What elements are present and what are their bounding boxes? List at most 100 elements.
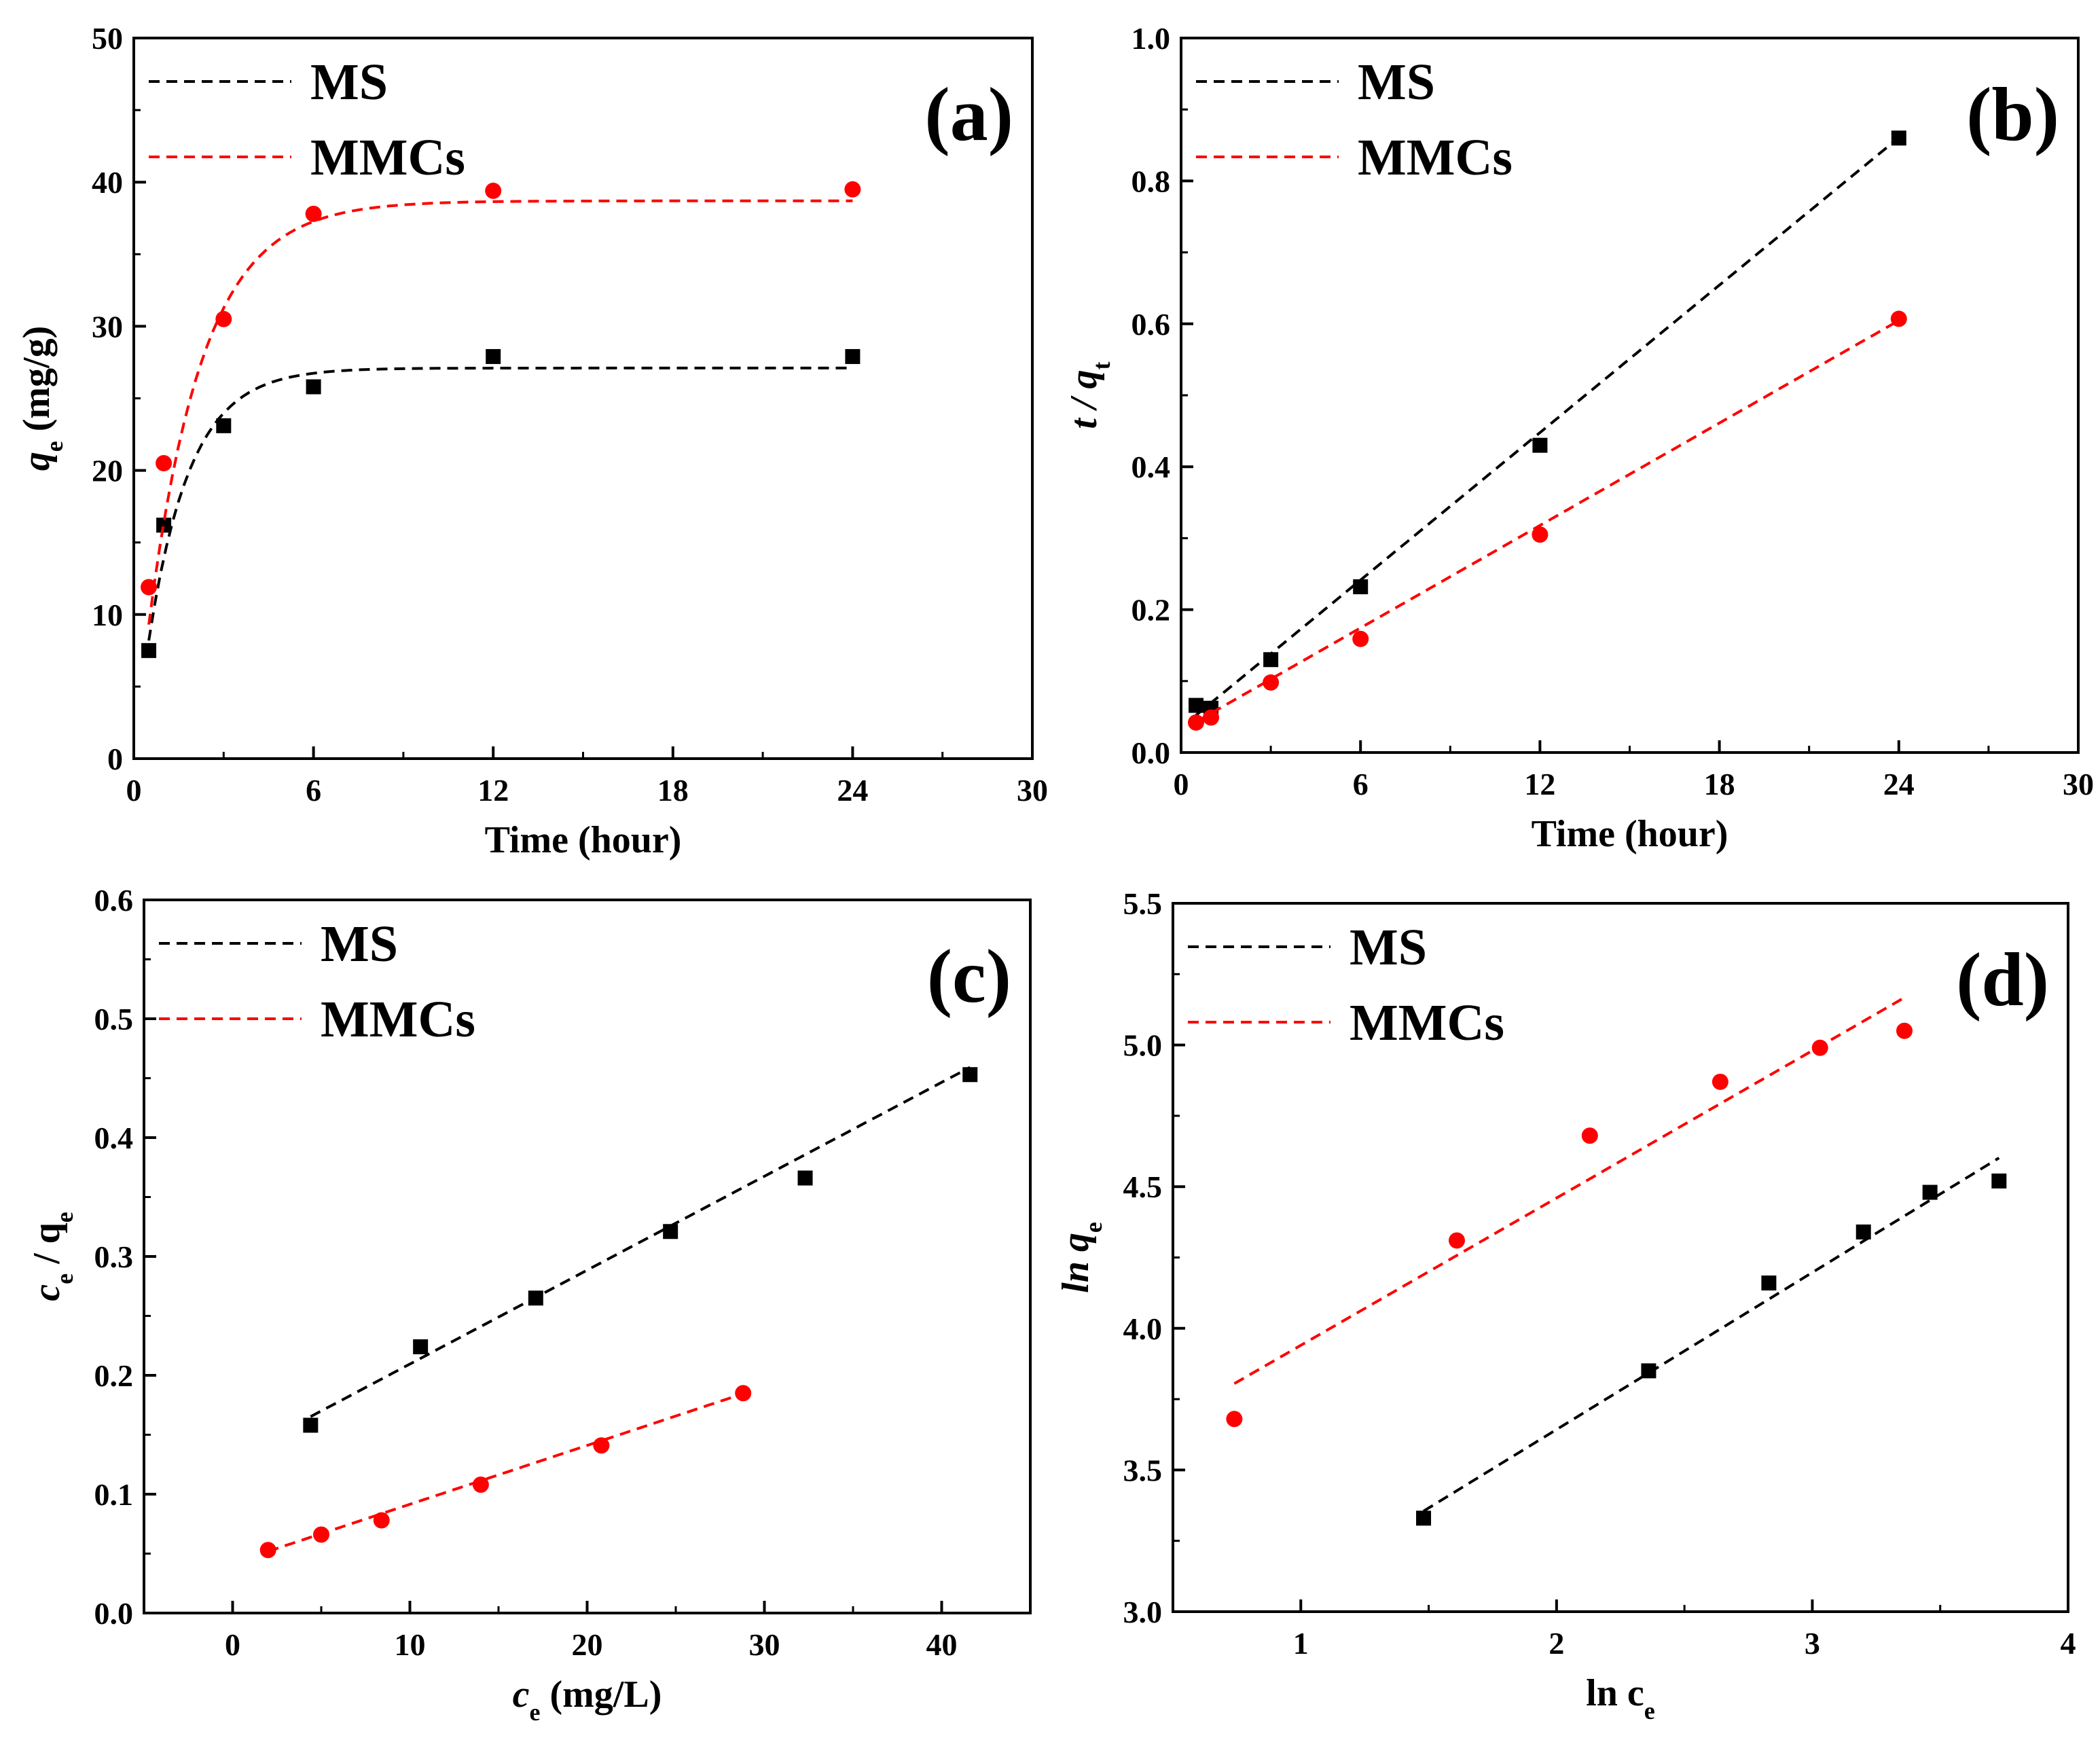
axis-title-part-main: c: [26, 1284, 68, 1301]
chart-panel-b: 0 6 12 18 24 30 0.0 0.2 0.4 0.6 0.8 1.0 Time (hour) t…: [1063, 21, 2094, 855]
data-point-ms: [1761, 1275, 1777, 1291]
series-ms: [1416, 1157, 2007, 1526]
data-point-ms: [1353, 579, 1369, 594]
legend-label-mmcs: MMCs: [1350, 994, 1504, 1051]
x-tick-label: 24: [837, 773, 868, 808]
y-tick-label: 0.4: [94, 1121, 134, 1155]
data-point-ms: [1891, 130, 1906, 146]
x-tick-label: 12: [477, 773, 509, 808]
data-point-mmcs: [1263, 674, 1280, 691]
y-tick-label: 0.0: [94, 1596, 134, 1631]
y-tick-label: 0.6: [1132, 307, 1171, 342]
axis-title-part-sub2: e: [51, 1212, 78, 1223]
y-tick-label: 0.6: [94, 883, 134, 918]
data-point-mmcs: [1532, 526, 1549, 543]
data-point-ms: [303, 1417, 319, 1433]
axis-title-part-rest: (mg/g): [16, 326, 58, 441]
x-tick-label: 1: [1293, 1626, 1309, 1661]
plot-frame: [1180, 37, 2080, 754]
y-tick-label: 50: [92, 21, 123, 56]
y-axis-title: ce / qe: [26, 1212, 78, 1301]
data-point-ms: [486, 348, 501, 364]
data-point-mmcs: [1203, 709, 1220, 726]
legend-label-ms: MS: [321, 916, 398, 973]
data-point-mmcs: [1448, 1232, 1465, 1249]
data-point-mmcs: [156, 454, 173, 471]
data-point-mmcs: [1581, 1127, 1598, 1144]
x-tick-label: 20: [572, 1627, 603, 1662]
axis-title-part-main: q: [16, 452, 58, 471]
data-point-mmcs: [313, 1526, 329, 1543]
y-tick-label: 4.5: [1123, 1170, 1163, 1204]
axis-title-part-main: t / q: [1063, 369, 1105, 429]
series-mmcs: [1188, 310, 1907, 731]
x-tick-label: 12: [1524, 767, 1555, 801]
fit-line-ms: [147, 366, 853, 641]
data-point-ms: [156, 518, 172, 533]
axis-title-part-main: ln q: [1055, 1233, 1097, 1293]
y-tick-label: 30: [92, 309, 123, 344]
axis-title-part-sub: e: [1080, 1222, 1107, 1233]
x-tick-label: 30: [749, 1627, 780, 1662]
data-point-mmcs: [1352, 630, 1369, 647]
data-point-mmcs: [485, 182, 502, 199]
data-point-mmcs: [1188, 714, 1205, 731]
fit-line-mmcs: [147, 199, 853, 625]
axis-title-part-sub: e: [530, 1699, 541, 1726]
x-tick-label: 2: [1549, 1626, 1564, 1661]
series-mmcs: [259, 1385, 752, 1559]
fit-line-mmcs: [1195, 319, 1900, 723]
data-point-ms: [663, 1224, 678, 1239]
data-point-ms: [1189, 698, 1204, 713]
data-point-ms: [1641, 1363, 1657, 1379]
axis-title-part-sub: e: [1644, 1697, 1655, 1724]
y-tick-label: 5.5: [1123, 886, 1163, 921]
x-tick-label: 4: [2061, 1626, 2076, 1661]
axis-title-part-sub: e: [51, 1273, 78, 1284]
fit-line-mmcs: [268, 1392, 744, 1553]
y-axis-title: t / qt: [1063, 361, 1115, 429]
axis-title-part-main: c: [513, 1673, 530, 1716]
x-tick-label: 18: [1704, 767, 1735, 801]
axis-title-part-sub: t: [1088, 361, 1115, 369]
legend-label-mmcs: MMCs: [310, 129, 465, 186]
data-point-ms: [1532, 437, 1548, 453]
data-point-mmcs: [1890, 310, 1907, 327]
data-point-mmcs: [259, 1542, 276, 1559]
x-tick-label: 10: [395, 1627, 426, 1662]
data-point-ms: [1855, 1224, 1871, 1239]
data-point-ms: [845, 348, 861, 364]
y-tick-label: 0.0: [1132, 736, 1171, 770]
data-point-mmcs: [472, 1477, 489, 1493]
y-tick-label: 1.0: [1132, 21, 1171, 56]
data-point-mmcs: [373, 1512, 390, 1529]
plot-frame: [1172, 902, 2069, 1613]
x-tick-label: 3: [1805, 1626, 1820, 1661]
data-point-ms: [962, 1067, 978, 1083]
data-point-mmcs: [593, 1437, 610, 1454]
y-axis-title: qe (mg/g): [16, 326, 68, 471]
data-point-mmcs: [1712, 1073, 1728, 1090]
x-tick-label: 30: [1017, 773, 1048, 808]
fit-line-ms: [1422, 1157, 2000, 1513]
plot-frame: [132, 37, 1034, 760]
legend-label-ms: MS: [310, 54, 388, 111]
fit-line-ms: [1195, 137, 1900, 717]
fit-line-ms: [310, 1066, 971, 1418]
series-ms: [303, 1066, 978, 1433]
x-tick-label: 6: [306, 773, 321, 808]
x-tick-label: 0: [126, 773, 142, 808]
axis-title-part-main: ln c: [1586, 1672, 1644, 1714]
axis-title-part-rest: (mg/L): [540, 1673, 662, 1716]
x-tick-label: 0: [225, 1627, 240, 1662]
data-point-ms: [141, 642, 157, 658]
plot-frame: [143, 899, 1032, 1614]
data-point-mmcs: [305, 205, 322, 222]
data-point-ms: [797, 1170, 813, 1186]
chart-panel-c: 0 10 20 30 400.00.10.20.30.40.50.6ce (mg/L)c…: [26, 883, 1032, 1726]
legend-label-mmcs: MMCs: [1358, 129, 1513, 186]
x-tick-label: 6: [1353, 767, 1369, 801]
y-tick-label: 3.5: [1123, 1453, 1163, 1487]
